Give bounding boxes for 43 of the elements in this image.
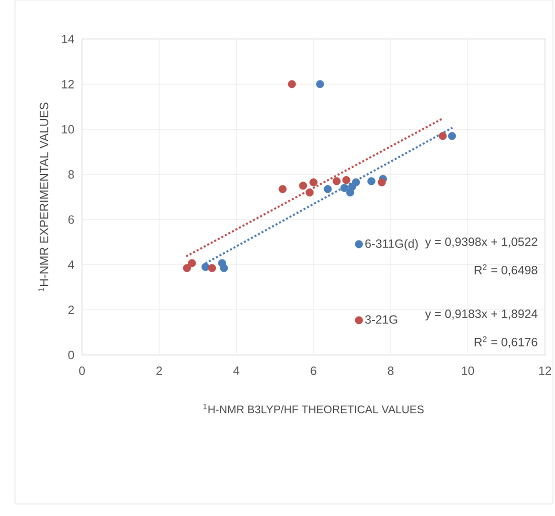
point (324, 185, 332, 194)
x-tick-label: 0 (79, 366, 85, 376)
point (340, 184, 348, 192)
annotation: R$^{2}$ = 0,6498 (474, 264, 538, 276)
x-tick-label: 6 (310, 366, 316, 376)
x-tick-label: 10 (462, 366, 474, 376)
point (188, 259, 196, 268)
legend-label: 3-21G (365, 315, 398, 324)
y-axis-title: $^{1}$H-NMR EXPERIMENTAL VALUES (38, 102, 48, 292)
x-tick-label: 4 (233, 366, 240, 375)
y-tick-label: 12 (62, 80, 74, 88)
point (378, 178, 386, 186)
point (306, 188, 314, 196)
point (332, 177, 341, 186)
point (299, 182, 308, 190)
x-tick-label: 2 (156, 366, 162, 375)
y-tick-label: 8 (68, 170, 74, 179)
annotation: y = 0,9398x + 1,0522 (425, 238, 538, 248)
legend-label: 6-311G(d) (365, 239, 418, 250)
point (438, 132, 447, 140)
point (352, 178, 360, 186)
y-tick-label: 6 (68, 215, 74, 224)
point (316, 80, 324, 88)
y-tick-label: 0 (68, 350, 74, 360)
x-tick-label: 12 (539, 366, 552, 375)
x-axis-title: $^{1}$H-NMR B3LYP/HF THEORETICAL VALUES (203, 404, 424, 414)
point (367, 177, 376, 186)
y-tick-label: 14 (62, 34, 74, 44)
annotation: y = 0,9183x + 1,8924 (425, 310, 538, 320)
point (208, 264, 216, 272)
y-tick-label: 10 (62, 125, 74, 134)
point (448, 132, 456, 140)
point (182, 264, 191, 272)
point (342, 176, 350, 184)
point (278, 185, 287, 194)
x-tick-label: 8 (388, 366, 394, 376)
point (310, 178, 318, 186)
point (220, 264, 228, 272)
y-tick-label: 4 (68, 260, 74, 269)
annotation: R$^{2}$ = 0,6176 (474, 336, 538, 348)
point (288, 80, 296, 88)
point (201, 262, 210, 271)
y-tick-label: 2 (68, 306, 74, 314)
